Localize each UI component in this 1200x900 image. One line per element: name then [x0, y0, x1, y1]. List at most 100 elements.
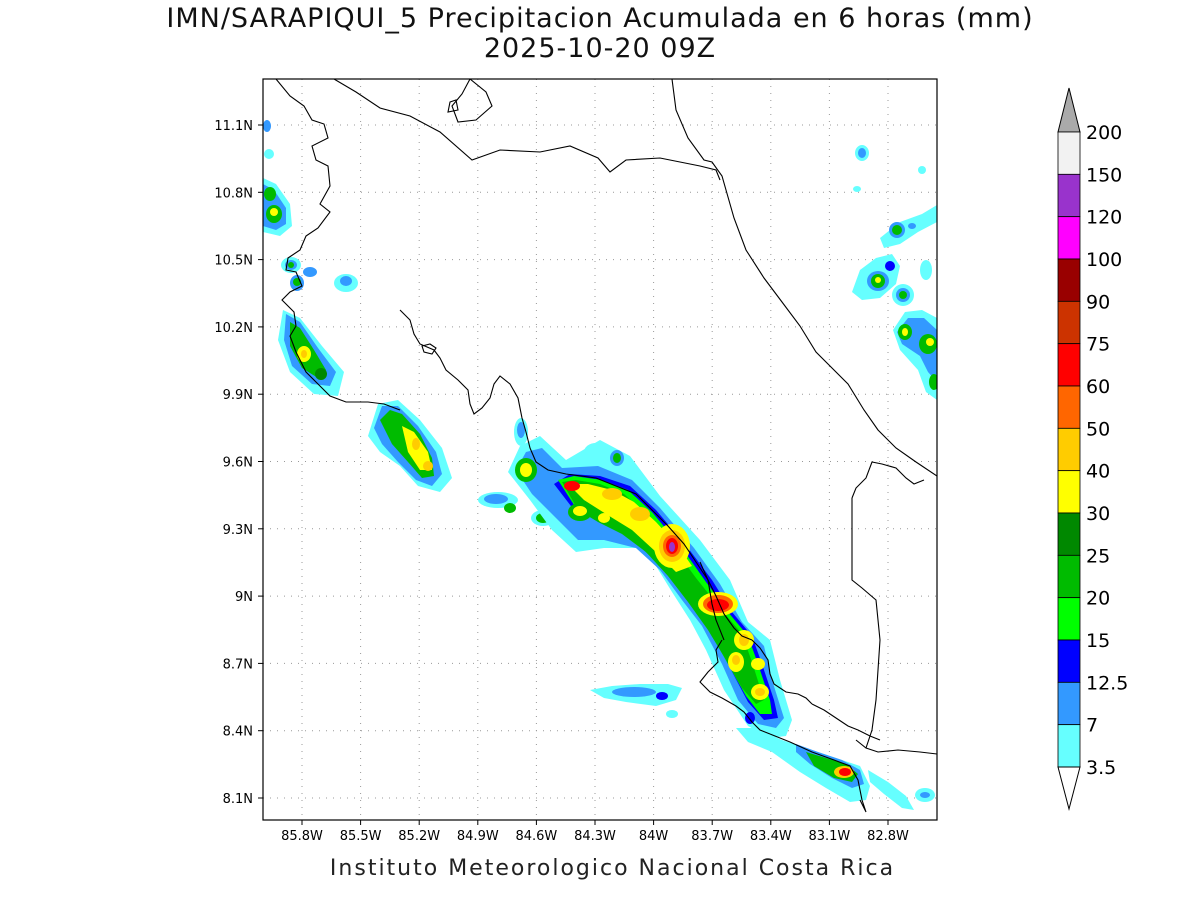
lon-tick-label: 85.8W: [281, 829, 323, 844]
precip-cell: [902, 328, 908, 336]
colorbar-swatch: [1057, 300, 1081, 345]
lon-tick-label: 84W: [639, 829, 669, 844]
lat-tick-label: 9.9N: [223, 388, 253, 403]
colorbar-swatch: [1057, 724, 1081, 768]
latitude-axis: 11.1N 10.8N 10.5N 10.2N 9.9N 9.6N 9.3N 9N 8.7N 8.…: [214, 119, 263, 807]
precip-cell: [612, 687, 656, 697]
nicaragua-pacific-coast: [275, 79, 331, 327]
colorbar-label: 50: [1086, 418, 1110, 440]
precip-cell: [562, 480, 764, 704]
precip-cell: [669, 542, 675, 552]
colorbar-label: 100: [1086, 249, 1122, 271]
precip-cell: [564, 481, 580, 491]
precip-cell: [288, 262, 294, 268]
lat-tick-label: 9N: [235, 590, 253, 605]
precip-cell: [263, 120, 271, 132]
lat-tick-label: 8.7N: [223, 657, 253, 672]
panama-coast: [855, 739, 937, 755]
colorbar-swatch: [1057, 216, 1081, 260]
map-valid-time: 2025-10-20 09Z: [483, 33, 717, 64]
caribbean-coast: [671, 79, 937, 477]
lon-tick-label: 84.3W: [574, 829, 616, 844]
precip-cell: [301, 350, 307, 358]
colorbar-label: 25: [1086, 545, 1110, 567]
panama-border: [851, 498, 881, 749]
precip-cell: [899, 291, 907, 299]
colorbar-swatch: [1057, 470, 1081, 514]
border-segment: [699, 561, 725, 641]
precip-cell: [264, 187, 276, 201]
colorbar-label: 7: [1086, 715, 1098, 737]
precip-cell: [853, 186, 861, 192]
lat-tick-label: 10.5N: [214, 254, 253, 269]
precip-cell: [868, 770, 914, 810]
lon-tick-label: 83.7W: [691, 829, 733, 844]
precip-cell: [666, 710, 678, 718]
colorbar-swatch: [1057, 385, 1081, 429]
colorbar-label: 20: [1086, 588, 1110, 610]
colorbar: 200 150 120 100 90 75 60 50 40 30 25 20 15 12.5 7 3.5: [1057, 87, 1128, 811]
lat-tick-label: 8.4N: [223, 725, 253, 740]
panama-border: [851, 461, 925, 499]
colorbar-label: 40: [1086, 461, 1110, 483]
precip-cell: [929, 374, 937, 390]
nicaragua-border: [333, 79, 721, 181]
precip-cell: [517, 422, 525, 438]
coastlines: [275, 79, 937, 813]
colorbar-swatch: [1057, 258, 1081, 302]
colorbar-swatch: [1057, 131, 1081, 175]
lon-tick-label: 84.9W: [457, 829, 499, 844]
colorbar-label: 90: [1086, 291, 1110, 313]
golfo-dulce: [751, 639, 813, 705]
nicoya-coast: [289, 325, 401, 411]
map-credit: Instituto Meteorologico Nacional Costa R…: [329, 856, 896, 881]
precip-cell: [839, 768, 851, 776]
colorbar-label: 150: [1086, 164, 1122, 186]
precip-cell: [918, 166, 926, 174]
lon-tick-label: 83.1W: [808, 829, 850, 844]
precip-cell: [751, 658, 765, 670]
lon-tick-label: 85.5W: [340, 829, 382, 844]
precip-cell: [602, 488, 622, 500]
colorbar-swatch: [1057, 681, 1081, 726]
colorbar-swatch: [1057, 343, 1081, 387]
lat-tick-label: 10.8N: [214, 186, 253, 201]
lat-tick-label: 11.1N: [214, 119, 253, 134]
precip-cell: [598, 513, 610, 523]
colorbar-label: 200: [1086, 122, 1122, 144]
precipitation-field: [263, 120, 937, 810]
lon-tick-label: 84.6W: [515, 829, 557, 844]
lat-tick-label: 9.3N: [223, 523, 253, 538]
colorbar-swatch: [1057, 427, 1081, 472]
precip-cell: [315, 368, 327, 380]
colorbar-label: 30: [1086, 503, 1110, 525]
colorbar-label: 12.5: [1086, 672, 1128, 694]
precip-cell: [920, 792, 930, 798]
precip-cell: [875, 277, 881, 283]
central-pacific-coast: [595, 477, 753, 641]
lon-tick-label: 82.8W: [867, 829, 909, 844]
burica-coast: [769, 733, 867, 813]
precip-cell: [584, 443, 608, 461]
precip-cell: [732, 655, 740, 665]
colorbar-swatch: [1057, 173, 1081, 218]
precip-cell: [892, 225, 902, 235]
precip-cell: [920, 260, 932, 280]
colorbar-label: 120: [1086, 207, 1122, 229]
precip-cell: [656, 692, 668, 700]
precip-cell: [340, 276, 352, 286]
precip-cell: [504, 503, 516, 513]
gulf-coast: [399, 309, 597, 479]
colorbar-swatch: [1057, 639, 1081, 683]
precip-cell: [484, 494, 508, 504]
precip-cell: [755, 688, 765, 696]
colorbar-under-triangle: [1057, 766, 1081, 811]
map-frame: [262, 78, 938, 821]
lon-tick-label: 83.4W: [750, 829, 792, 844]
precip-cell: [736, 728, 870, 802]
precip-cell: [573, 506, 587, 516]
lat-tick-label: 8.1N: [223, 792, 253, 807]
lake-shore: [451, 79, 493, 123]
colorbar-over-triangle: [1057, 87, 1081, 133]
